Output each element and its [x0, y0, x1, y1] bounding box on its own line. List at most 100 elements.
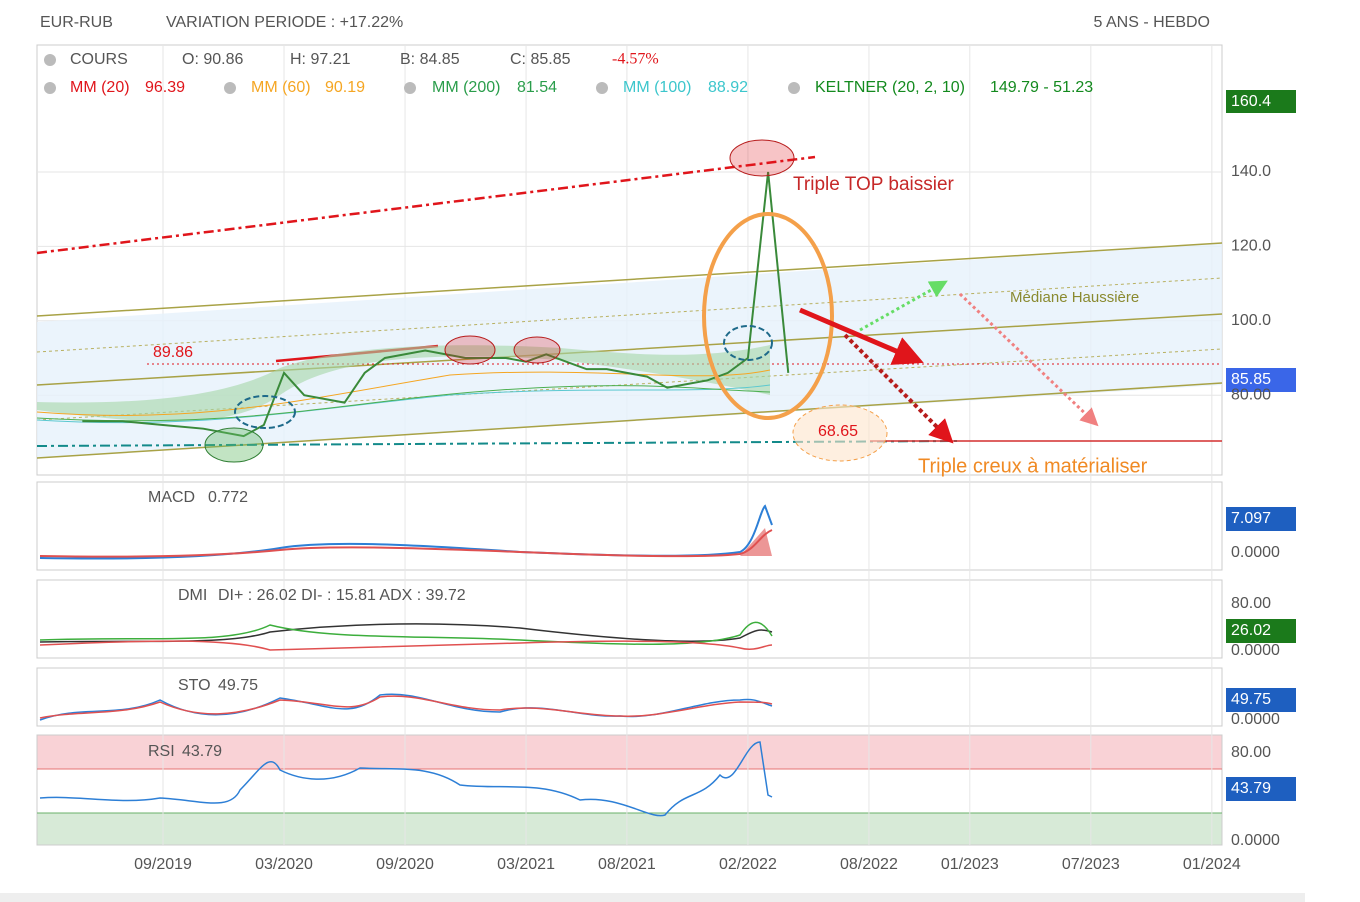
x-tick-label: 09/2019	[134, 856, 192, 873]
legend-mm60: MM (60)	[251, 79, 311, 96]
annotation-level-low: 68.65	[818, 423, 858, 440]
legend-mm100-value: 88.92	[708, 79, 748, 96]
symbol: EUR-RUB	[40, 14, 113, 31]
macd-tag	[1226, 507, 1296, 531]
macd-name: MACD	[148, 489, 195, 506]
annotation-creux: Triple creux à matérialiser	[918, 455, 1148, 477]
di-minus-line	[39, 640, 773, 651]
top-ellipse	[513, 336, 561, 364]
x-tick-label: 03/2021	[497, 856, 555, 873]
legend-mm20: MM (20)	[70, 79, 130, 96]
sto-tag	[1226, 688, 1296, 712]
spike-ellipse	[702, 212, 834, 420]
macd-last: 7.097	[1231, 510, 1271, 527]
mm200-line	[36, 385, 771, 422]
top-ellipse	[729, 139, 795, 177]
variation: VARIATION PERIODE : +17.22%	[166, 14, 403, 31]
bottom-ellipse	[234, 395, 296, 429]
legend-open: O: 90.86	[182, 51, 243, 68]
period: 5 ANS - HEBDO	[1094, 14, 1210, 31]
rsi-name: RSI	[148, 743, 175, 760]
channel-mid	[36, 313, 1223, 386]
arrow	[799, 307, 924, 365]
x-tick-label: 09/2020	[376, 856, 434, 873]
sto-d-line	[39, 695, 773, 719]
high-tag	[1226, 90, 1296, 113]
rsi-top: 80.00	[1231, 744, 1271, 761]
resistance-line	[36, 155, 816, 255]
last-tag	[1226, 368, 1296, 392]
adx-line	[39, 623, 773, 643]
rsi-panel	[36, 734, 1223, 846]
y-tick-label: 80.00	[1231, 386, 1271, 403]
rsi-overbought-zone	[37, 735, 1222, 769]
annotation-top: Triple TOP baissier	[793, 174, 955, 195]
x-tick-label: 07/2023	[1062, 856, 1120, 873]
rsi-oversold-zone	[37, 813, 1222, 845]
legend-change: -4.57%	[612, 51, 659, 68]
dmi-panel	[36, 579, 1223, 659]
legend-keltner-value: 149.79 - 51.23	[990, 79, 1093, 96]
annotation-level-high: 89.86	[153, 344, 193, 361]
arrow	[843, 333, 954, 444]
legend-mm60-value: 90.19	[325, 79, 365, 96]
x-tick-label: 03/2020	[255, 856, 313, 873]
x-tick-label: 02/2022	[719, 856, 777, 873]
high-label: 160.4	[1231, 93, 1271, 110]
macd-zero: 0.0000	[1231, 544, 1280, 561]
x-tick-label: 01/2024	[1183, 856, 1241, 873]
macd-value: 0.772	[208, 489, 248, 506]
last-label: 85.85	[1231, 371, 1271, 388]
dmi-name: DMI	[178, 587, 207, 604]
dmi-top: 80.00	[1231, 595, 1271, 612]
bottom-ellipse	[723, 325, 773, 361]
y-tick-label: 140.0	[1231, 163, 1271, 180]
support-line	[36, 440, 961, 447]
dmi-value: DI+ : 26.02 DI- : 15.81 ADX : 39.72	[218, 587, 466, 604]
sto-name: STO	[178, 677, 211, 694]
rsi-zero: 0.0000	[1231, 832, 1280, 849]
x-tick-label: 08/2022	[840, 856, 898, 873]
legend-high: H: 97.21	[290, 51, 351, 68]
y-tick-label: 120.0	[1231, 238, 1271, 255]
legend-keltner: KELTNER (20, 2, 10)	[815, 79, 965, 96]
footer-band	[0, 893, 1305, 902]
sto-zero: 0.0000	[1231, 711, 1280, 728]
legend-low: B: 84.85	[400, 51, 460, 68]
x-tick-label: 08/2021	[598, 856, 656, 873]
channel-top	[36, 242, 1223, 317]
price-line	[82, 171, 790, 438]
legend-mm100: MM (100)	[623, 79, 691, 96]
legend-cours: COURS	[70, 51, 128, 68]
macd-histogram	[740, 528, 772, 556]
target-ellipse	[792, 404, 888, 462]
sto-value: 49.75	[218, 677, 258, 694]
dmi-tag	[1226, 619, 1296, 643]
legend-mm200: MM (200)	[432, 79, 500, 96]
mm100-line	[36, 384, 771, 424]
top-ellipse	[444, 335, 496, 365]
gear-icons	[44, 54, 800, 94]
rsi-tag	[1226, 777, 1296, 801]
macd-signal	[39, 529, 773, 558]
rsi-line	[39, 741, 773, 817]
rsi-value: 43.79	[182, 743, 222, 760]
x-tick-label: 01/2023	[941, 856, 999, 873]
bottom-ellipse	[204, 427, 264, 463]
arrow	[958, 292, 1099, 427]
dmi-last: 26.02	[1231, 622, 1271, 639]
legend-mm20-value: 96.39	[145, 79, 185, 96]
mm60-line	[36, 369, 771, 417]
dmi-zero: 0.0000	[1231, 642, 1280, 659]
annotation-mediane: Médiane Haussière	[1010, 289, 1139, 306]
macd-panel	[36, 481, 1223, 571]
legend-close: C: 85.85	[510, 51, 571, 68]
keltner-band	[37, 345, 770, 422]
rsi-last: 43.79	[1231, 780, 1271, 797]
legend-mm200-value: 81.54	[517, 79, 557, 96]
y-tick-label: 100.0	[1231, 312, 1271, 329]
sto-last: 49.75	[1231, 691, 1271, 708]
di-plus-line	[39, 621, 773, 646]
sto-panel	[36, 667, 1223, 727]
